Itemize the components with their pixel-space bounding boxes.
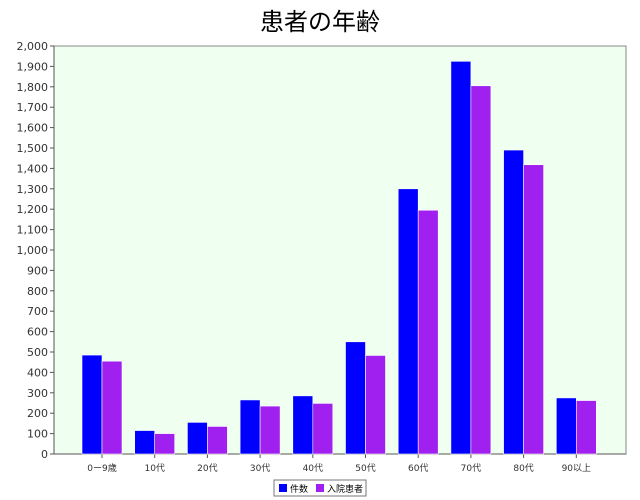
bar-inpatient [523,164,544,455]
x-tick-label: 80代 [513,463,533,474]
chart-title: 患者の年齢 [260,8,380,36]
y-tick-label: 100 [27,428,48,441]
x-tick-label: 30代 [250,463,270,474]
y-tick-label: 800 [27,285,48,298]
y-axis: 0 100 200 300 400 500 600 700 800 900 1,000 1,100 1,… [17,40,55,461]
bar-inpatient [312,403,334,455]
bar-inpatient [154,433,175,455]
bar-count [555,397,577,455]
x-tick-label: 90以上 [562,463,591,474]
x-tick-label: 0ー9歳 [87,462,116,474]
bar-count [81,354,103,455]
x-tick-label: 40代 [303,463,323,474]
y-tick-label: 600 [27,326,48,339]
bar-inpatient [101,360,123,455]
legend-label: 入院患者 [327,483,363,495]
y-tick-label: 1,400 [17,162,49,175]
y-tick-label: 300 [27,387,48,400]
x-axis: 0ー9歳 10代 20代 30代 40代 50代 60代 70代 80代 90以上 [54,453,626,474]
legend: 件数 入院患者 [273,479,367,497]
y-tick-label: 900 [27,264,48,277]
y-tick-label: 1,900 [17,60,49,73]
x-tick-label: 70代 [461,463,481,474]
y-tick-label: 2,000 [17,40,49,53]
y-tick-label: 1,200 [17,203,49,216]
y-tick-label: 1,600 [17,122,49,135]
x-tick-label: 60代 [408,463,428,474]
bar-count [345,341,366,455]
legend-label: 件数 [290,483,308,495]
y-tick-label: 1,300 [17,183,49,196]
y-tick-label: 1,100 [17,224,49,237]
y-tick-label: 1,800 [17,81,49,94]
bar-count [292,395,314,455]
bar-count [450,60,472,455]
y-tick-label: 1,000 [17,244,49,257]
y-tick-label: 1,700 [17,101,49,114]
bar-count [187,422,208,455]
bar-count [397,188,419,455]
y-tick-label: 200 [27,407,48,420]
legend-swatch [316,484,324,492]
y-tick-label: 1,500 [17,142,49,155]
bar-inpatient [207,426,228,455]
y-tick-label: 400 [27,366,48,379]
bar-inpatient [575,400,597,455]
x-tick-label: 50代 [355,463,375,474]
bar-inpatient [470,85,492,455]
bar-count [503,149,524,455]
y-tick-label: 0 [41,448,48,461]
y-tick-label: 700 [27,305,48,318]
legend-swatch [279,484,287,492]
bars [81,60,597,455]
bar-inpatient [365,355,386,455]
bar-inpatient [259,405,281,455]
bar-count [134,430,155,455]
bar-count [239,399,261,455]
bar-inpatient [417,209,439,455]
x-tick-label: 10代 [144,463,164,474]
y-tick-label: 500 [27,346,48,359]
x-tick-label: 20代 [197,463,217,474]
